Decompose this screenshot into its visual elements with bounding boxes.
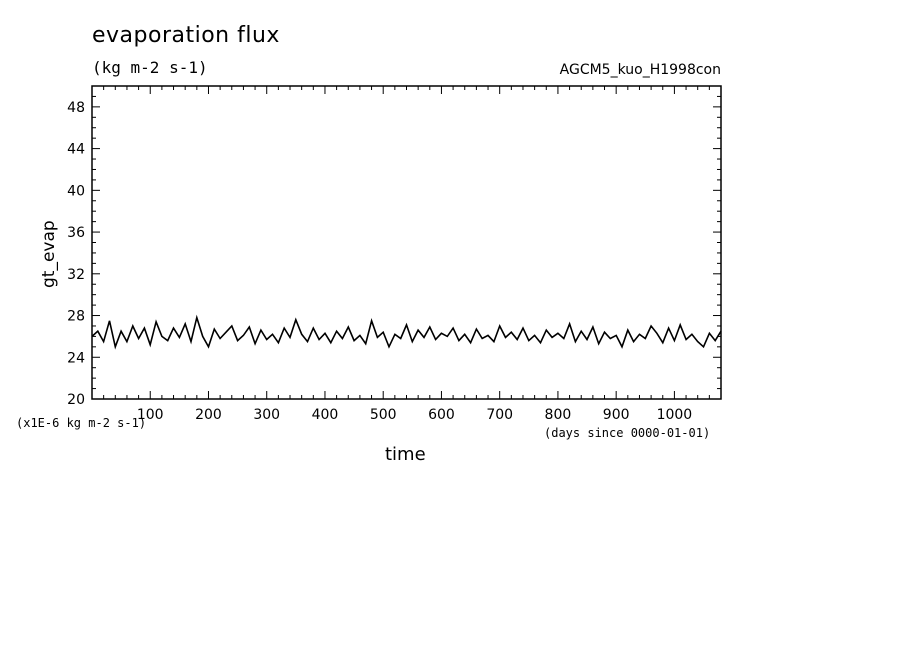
- chart-title: evaporation flux: [92, 23, 280, 48]
- y-tick-label: 32: [67, 267, 85, 283]
- x-axis-label: time: [385, 444, 426, 465]
- y-tick-label: 40: [67, 183, 85, 199]
- x-tick-label: 200: [195, 407, 222, 423]
- y-ticks: 20 24 28 32 36 40 44 48: [67, 95, 721, 408]
- y-tick-label: 48: [67, 100, 85, 116]
- x-ticks: 100 200 300 400 500 600 700 800 900 1000: [103, 86, 710, 423]
- x-tick-label: 400: [312, 407, 339, 423]
- series-group: [91, 314, 722, 350]
- y-tick-label: 36: [67, 225, 85, 241]
- model-label: AGCM5_kuo_H1998con: [559, 62, 721, 78]
- x-tick-label: 1000: [657, 407, 693, 423]
- y-tick-label: 44: [67, 142, 85, 158]
- x-tick-label: 900: [603, 407, 630, 423]
- y-tick-label: 24: [67, 350, 85, 366]
- x-tick-label: 500: [370, 407, 397, 423]
- y-tick-label: 20: [67, 392, 85, 408]
- plot-frame: [91, 85, 722, 400]
- x-tick-label: 600: [428, 407, 455, 423]
- series-line: [91, 314, 722, 350]
- x-tick-label: 100: [137, 407, 164, 423]
- x-axis-units: (days since 0000-01-01): [544, 426, 711, 440]
- x-tick-label: 300: [253, 407, 280, 423]
- chart-subtitle: (kg m-2 s-1): [92, 58, 208, 77]
- y-axis-units: (x1E-6 kg m-2 s-1): [16, 416, 147, 430]
- y-tick-label: 28: [67, 309, 85, 325]
- x-tick-label: 800: [545, 407, 572, 423]
- x-tick-label: 700: [486, 407, 513, 423]
